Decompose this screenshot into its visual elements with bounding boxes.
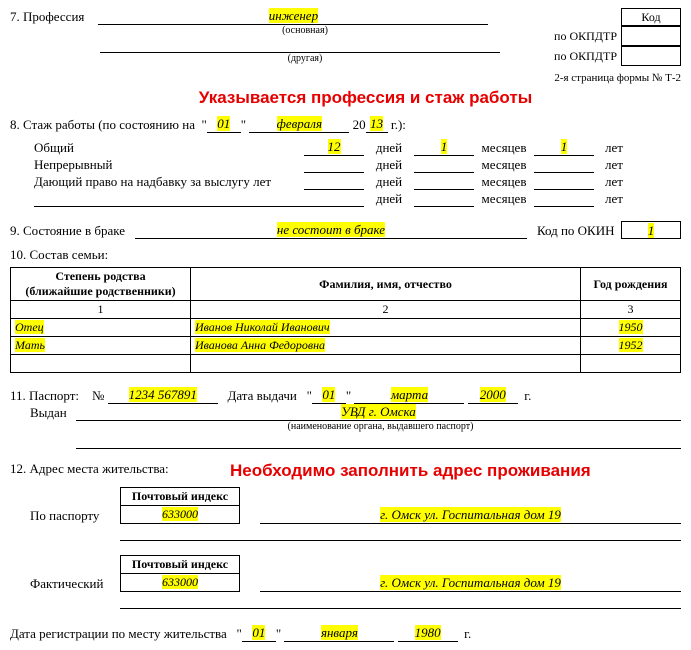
address-passport-line: г. Омск ул. Госпитальная дом 19 xyxy=(260,507,681,524)
okpdtr-label-2: по ОКПДТР xyxy=(553,46,621,66)
postal-box-actual: Почтовый индекс 633000 xyxy=(120,555,240,592)
profession-main-field: инженер xyxy=(98,8,488,25)
callout-address: Необходимо заполнить адрес проживания xyxy=(210,461,681,481)
experience-row-bonus: Дающий право на надбавку за выслугу лет … xyxy=(34,173,681,190)
callout-profession: Указывается профессия и стаж работы xyxy=(50,88,681,108)
code-header: Код xyxy=(621,8,681,26)
okpdtr-label-1: по ОКПДТР xyxy=(553,26,621,46)
marital-row: 9. Состояние в браке не состоит в браке … xyxy=(10,221,681,239)
family-header-relation: Степень родства(ближайшие родственники) xyxy=(11,268,191,301)
profession-other-field xyxy=(100,36,500,53)
passport-row: 11. Паспорт: № 1234 567891 Дата выдачи "… xyxy=(10,387,681,404)
experience-row-blank: дней месяцев лет xyxy=(34,190,681,207)
address-actual-line: г. Омск ул. Госпитальная дом 19 xyxy=(260,575,681,592)
family-label: 10. Состав семьи: xyxy=(10,247,681,263)
experience-header: 8. Стаж работы (по состоянию на " 01 " ф… xyxy=(10,116,681,133)
table-row xyxy=(11,355,681,373)
family-header-year: Год рождения xyxy=(581,268,681,301)
experience-row-total: Общий 12 дней 1 месяцев 1 лет xyxy=(34,139,681,156)
registration-row: Дата регистрации по месту жительства " 0… xyxy=(10,625,681,642)
address-label: 12. Адрес места жительства: xyxy=(10,461,210,477)
profession-num: 7. Профессия xyxy=(10,9,88,25)
experience-row-continuous: Непрерывный дней месяцев лет xyxy=(34,156,681,173)
okpdtr-code-2 xyxy=(621,46,681,66)
family-table: Степень родства(ближайшие родственники) … xyxy=(10,267,681,373)
table-row: Мать Иванова Анна Федоровна 1952 xyxy=(11,337,681,355)
postal-box-passport: Почтовый индекс 633000 xyxy=(120,487,240,524)
page-note: 2-я страница формы № Т-2 xyxy=(511,72,681,84)
address-passport-label: По паспорту xyxy=(10,508,120,524)
profession-main-hint: (основная) xyxy=(110,25,500,36)
passport-hint: (наименование органа, выдавшего паспорт) xyxy=(80,421,681,432)
okpdtr-code-1 xyxy=(621,26,681,46)
profession-other-hint: (другая) xyxy=(110,53,500,64)
table-row: Отец Иванов Николай Иванович 1950 xyxy=(11,319,681,337)
family-header-fio: Фамилия, имя, отчество xyxy=(191,268,581,301)
address-actual-label: Фактический xyxy=(10,576,120,592)
passport-issued-by: Выдан УВД г. Омска xyxy=(10,404,681,421)
